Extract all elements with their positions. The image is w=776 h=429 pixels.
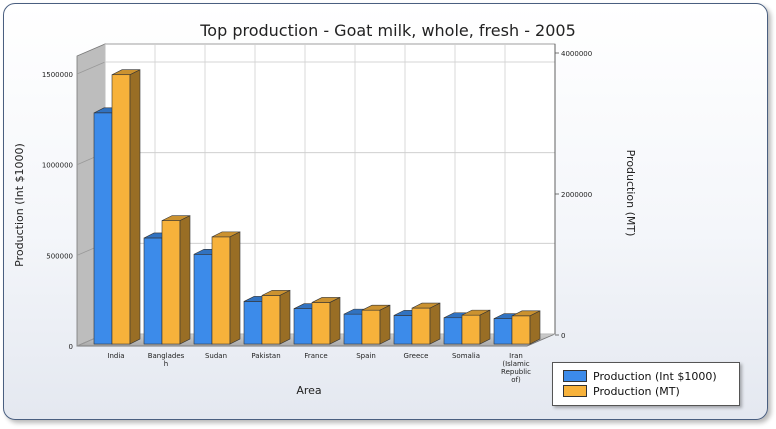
bar-mt bbox=[411, 302, 441, 345]
x-axis-labels: India Banglades h Sudan Pakistan France Spain G… bbox=[107, 352, 531, 384]
bar-mt bbox=[361, 304, 391, 345]
x-tick-line: (Islamic bbox=[502, 360, 529, 368]
x-tick-line: Greece bbox=[404, 352, 429, 360]
bar-side bbox=[279, 289, 291, 345]
bar-front bbox=[211, 236, 231, 345]
bar-front bbox=[93, 112, 113, 345]
legend-swatch-blue bbox=[563, 370, 587, 382]
bar-front bbox=[511, 315, 531, 345]
x-tick-line: Pakistan bbox=[251, 352, 280, 360]
bar-side bbox=[229, 231, 241, 345]
bar-front bbox=[343, 313, 363, 345]
y-tick-label: 500000 bbox=[46, 252, 73, 260]
left-axis-ticks: 0 500000 1000000 1500000 bbox=[42, 71, 73, 351]
legend-label-mt: Production (MT) bbox=[593, 384, 680, 398]
bar-side bbox=[429, 302, 441, 345]
bar-front bbox=[293, 308, 313, 345]
bar-front bbox=[161, 220, 181, 345]
bar-front bbox=[361, 309, 381, 345]
y-tick-label: 0 bbox=[69, 343, 73, 351]
bar-mt bbox=[161, 215, 191, 345]
bar-front bbox=[393, 315, 413, 345]
x-tick-line: Iran bbox=[509, 352, 523, 360]
bar-side bbox=[329, 296, 341, 345]
bar-side bbox=[479, 309, 491, 345]
bar-front bbox=[143, 237, 163, 345]
bar-front bbox=[461, 314, 481, 345]
bar-mt bbox=[261, 289, 291, 345]
bar-front bbox=[261, 295, 281, 345]
x-tick-label: Iran (Islamic Republic of) bbox=[501, 352, 531, 384]
x-axis-title: Area bbox=[296, 384, 321, 397]
y-tick-label: 1500000 bbox=[42, 71, 73, 79]
y-tick-label: 1000000 bbox=[42, 162, 73, 170]
bar-front bbox=[193, 253, 213, 345]
bar-side bbox=[529, 310, 541, 345]
x-tick-line: Somalia bbox=[452, 352, 480, 360]
y2-tick-label: 4000000 bbox=[561, 50, 592, 58]
x-tick-line: Sudan bbox=[205, 352, 227, 360]
x-tick-line: Republic bbox=[501, 368, 531, 376]
bar-mt bbox=[111, 69, 141, 345]
bar-front bbox=[311, 302, 331, 345]
x-tick-label: Greece bbox=[404, 352, 429, 360]
bars bbox=[93, 69, 541, 345]
bar-front bbox=[493, 318, 513, 345]
legend-swatch-orange bbox=[563, 385, 587, 397]
bar-side bbox=[379, 304, 391, 345]
x-tick-line: Banglades bbox=[148, 352, 185, 360]
x-tick-label: India bbox=[107, 352, 124, 360]
x-tick-line: h bbox=[164, 360, 168, 368]
gridline-wall bbox=[76, 61, 106, 75]
bar-side bbox=[129, 69, 141, 345]
bar-front bbox=[111, 74, 131, 345]
x-tick-label: Sudan bbox=[205, 352, 227, 360]
legend-item-mt: Production (MT) bbox=[563, 384, 680, 398]
x-tick-label: France bbox=[304, 352, 327, 360]
bar-side bbox=[179, 215, 191, 345]
x-tick-line: Spain bbox=[356, 352, 376, 360]
bar-mt bbox=[461, 309, 491, 345]
chart-title: Top production - Goat milk, whole, fresh… bbox=[199, 21, 576, 40]
y2-axis-title: Production (MT) bbox=[624, 150, 637, 237]
bar-front bbox=[243, 301, 263, 345]
y2-tick-label: 2000000 bbox=[561, 191, 592, 199]
bar-mt bbox=[511, 310, 541, 345]
legend-item-int: Production (Int $1000) bbox=[563, 369, 717, 383]
bar-mt bbox=[311, 296, 341, 345]
y-axis-title: Production (Int $1000) bbox=[13, 143, 26, 267]
x-tick-line: France bbox=[304, 352, 327, 360]
bar-mt bbox=[211, 231, 241, 345]
legend: Production (Int $1000) Production (MT) bbox=[552, 362, 740, 406]
legend-label-int: Production (Int $1000) bbox=[593, 369, 717, 383]
x-tick-label: Spain bbox=[356, 352, 376, 360]
y2-tick-label: 0 bbox=[561, 332, 565, 340]
x-tick-label: Pakistan bbox=[251, 352, 280, 360]
x-tick-label: Somalia bbox=[452, 352, 480, 360]
x-tick-label: Banglades h bbox=[148, 352, 185, 368]
bar-front bbox=[443, 317, 463, 345]
x-tick-line: India bbox=[107, 352, 124, 360]
right-axis-ticks: 0 2000000 4000000 bbox=[554, 44, 592, 340]
x-tick-line: of) bbox=[511, 376, 521, 384]
bar-front bbox=[411, 307, 431, 345]
